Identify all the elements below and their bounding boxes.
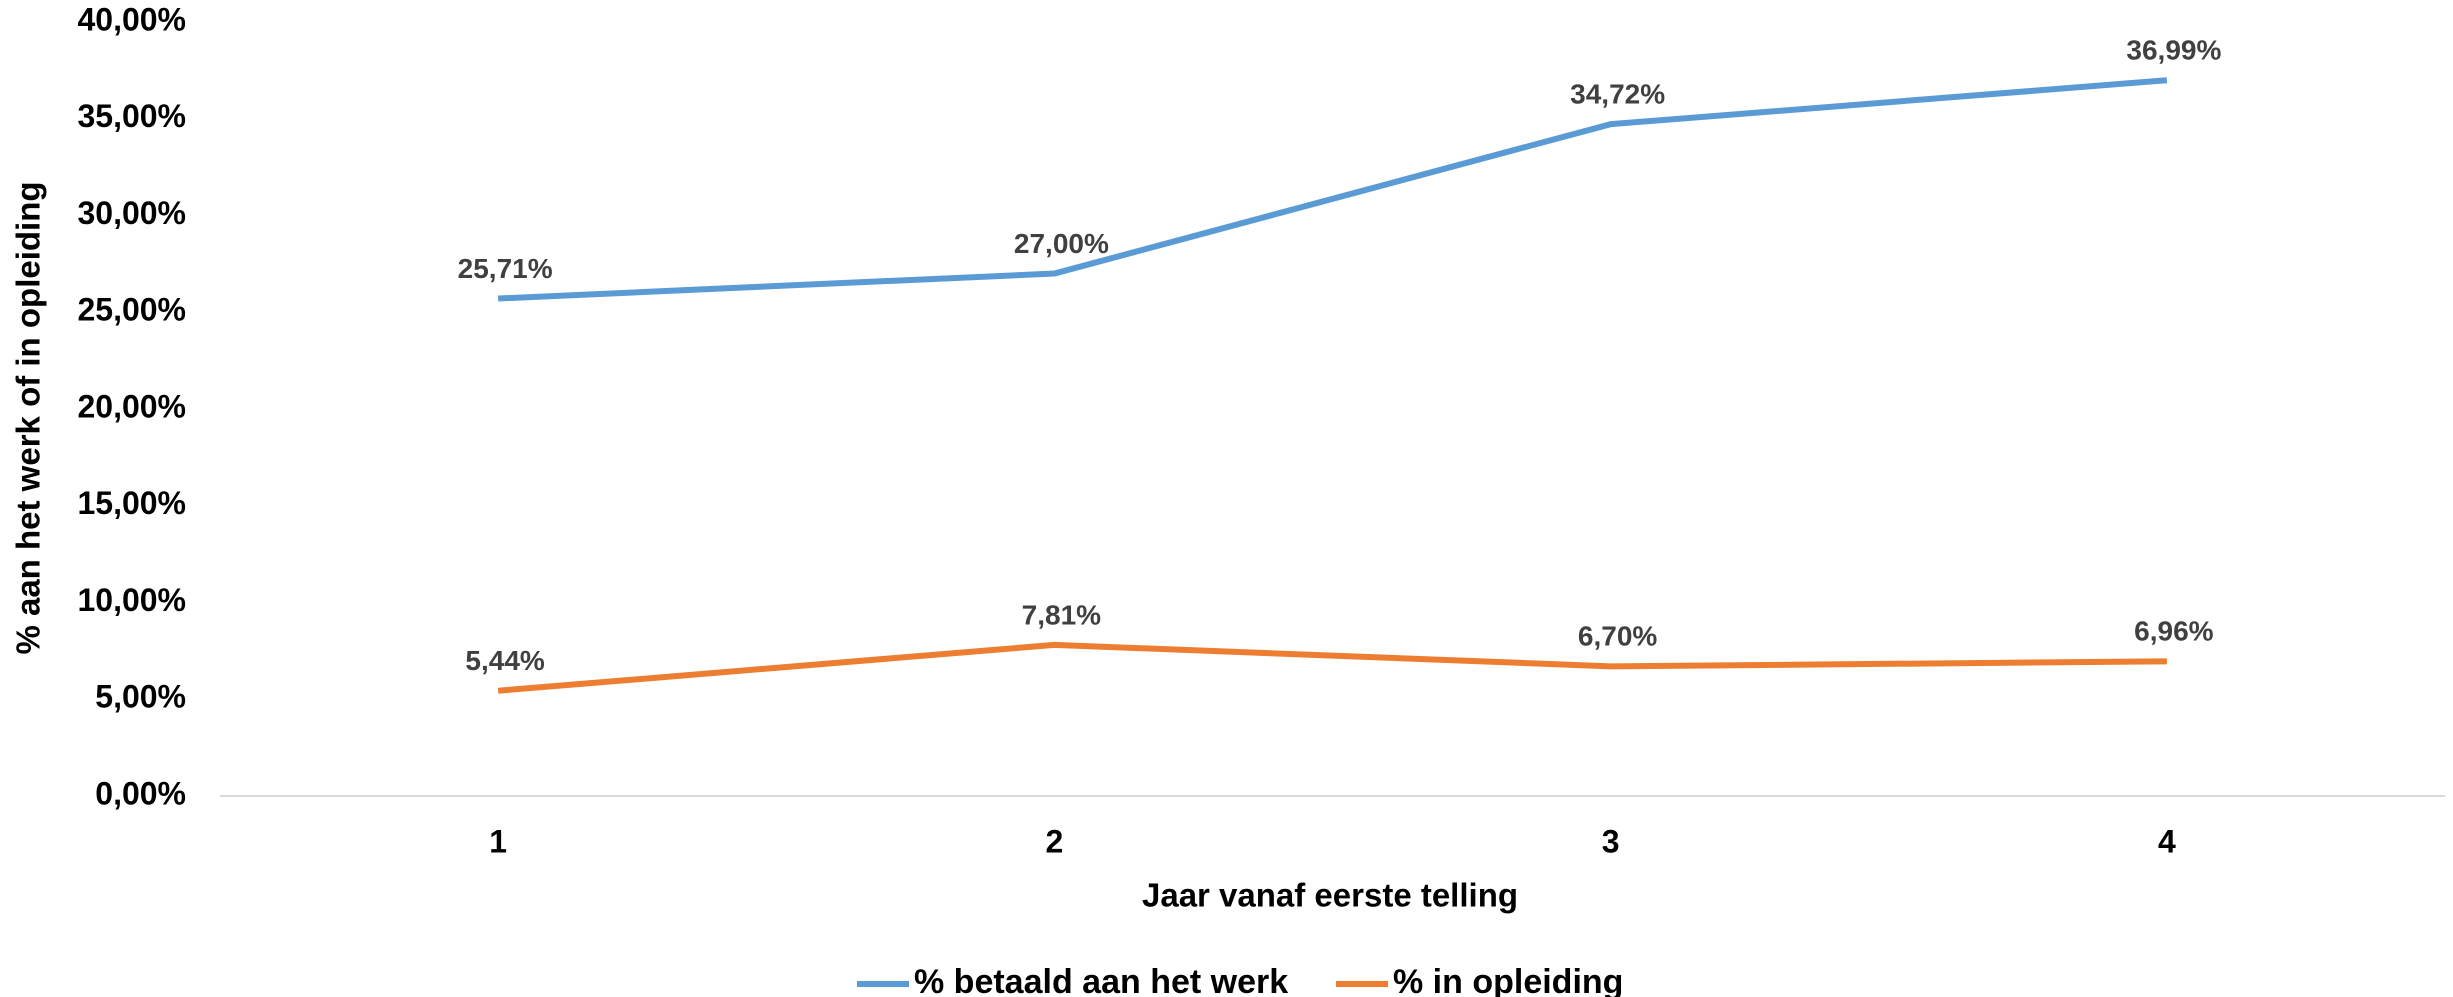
x-tick-label: 4 bbox=[2158, 823, 2176, 859]
legend-label: % betaald aan het werk bbox=[914, 963, 1288, 997]
series-line bbox=[497, 77, 2168, 302]
data-label: 27,00% bbox=[1014, 228, 1109, 259]
y-tick-label: 25,00% bbox=[77, 292, 186, 328]
y-axis-title: % aan het werk of in opleiding bbox=[10, 181, 47, 654]
x-tick-label: 1 bbox=[489, 823, 507, 859]
y-tick-label: 30,00% bbox=[77, 195, 186, 231]
y-tick-label: 20,00% bbox=[77, 388, 186, 424]
x-tick-label: 2 bbox=[1045, 823, 1063, 859]
legend-label: % in opleiding bbox=[1393, 963, 1623, 997]
x-axis-title: Jaar vanaf eerste telling bbox=[1142, 877, 1518, 914]
y-tick-label: 10,00% bbox=[77, 582, 186, 618]
data-label: 25,71% bbox=[458, 253, 553, 284]
y-tick-label: 40,00% bbox=[77, 1, 186, 37]
x-tick-label: 3 bbox=[1602, 823, 1620, 859]
series-line bbox=[497, 641, 2167, 694]
data-label: 6,70% bbox=[1578, 621, 1657, 652]
y-tick-label: 0,00% bbox=[95, 775, 186, 811]
y-tick-label: 15,00% bbox=[77, 485, 186, 521]
y-tick-label: 5,00% bbox=[95, 679, 186, 715]
data-label: 7,81% bbox=[1022, 599, 1101, 630]
data-label: 34,72% bbox=[1570, 79, 1665, 110]
y-tick-label: 35,00% bbox=[77, 98, 186, 134]
data-label: 5,44% bbox=[465, 645, 544, 676]
data-label: 6,96% bbox=[2134, 616, 2213, 647]
data-label: 36,99% bbox=[2126, 35, 2221, 66]
